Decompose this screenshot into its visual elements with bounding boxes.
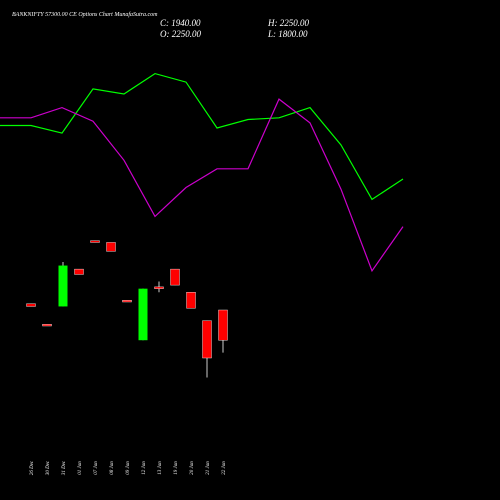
x-tick-label: 30 Dec: [46, 460, 51, 475]
candle-body: [154, 286, 164, 289]
x-tick-label: 26 Dec: [30, 460, 35, 475]
candle-body: [122, 300, 132, 303]
x-tick-label: 07 Jan: [94, 461, 99, 475]
candle: [186, 292, 196, 309]
candle-body: [26, 303, 36, 307]
x-axis-labels: 26 Dec 30 Dec 31 Dec 01 Jan 07 Jan 08 Jan 09 J…: [30, 460, 227, 475]
candle: [90, 240, 100, 243]
candle: [154, 281, 164, 293]
indicator-line-1: [0, 72, 404, 201]
candle: [42, 324, 52, 327]
candle-body: [170, 268, 180, 286]
x-tick-label: 12 Jan: [142, 461, 147, 475]
candle-body: [42, 324, 52, 327]
candle-body: [90, 240, 100, 243]
x-tick-label: 01 Jan: [78, 461, 83, 475]
x-tick-label: 13 Jan: [158, 461, 163, 475]
candle: [138, 288, 148, 341]
high-value: H: 2250.00: [267, 18, 309, 28]
x-tick-label: 08 Jan: [110, 461, 115, 475]
candle: [202, 320, 212, 378]
candle: [26, 303, 36, 307]
candle: [218, 309, 228, 353]
x-tick-label: 19 Jan: [174, 461, 179, 475]
candle: [58, 262, 68, 307]
indicator-lines: [0, 72, 404, 273]
x-tick-label: 09 Jan: [126, 461, 131, 475]
close-value: C: 1940.00: [160, 18, 201, 28]
candle: [170, 268, 180, 286]
candle: [122, 300, 132, 303]
x-tick-label: 22 Jan: [222, 461, 227, 475]
candle: [106, 242, 116, 252]
candle-body: [138, 288, 148, 341]
x-tick-label: 20 Jan: [190, 461, 195, 475]
open-value: O: 2250.00: [160, 29, 201, 39]
x-tick-label: 21 Jan: [206, 461, 211, 475]
candle-body: [202, 320, 212, 359]
candle-body: [186, 292, 196, 309]
candle-body: [58, 265, 68, 307]
candlesticks: [26, 240, 228, 378]
candle: [74, 268, 84, 275]
candle-body: [106, 242, 116, 252]
candle-body: [218, 309, 228, 341]
x-tick-label: 31 Dec: [62, 460, 67, 475]
chart-title: BANKNIFTY 57300.00 CE Options Chart Muna…: [12, 11, 158, 18]
indicator-line-2: [0, 98, 404, 273]
candle-body: [74, 268, 84, 275]
low-value: L: 1800.00: [267, 29, 308, 39]
